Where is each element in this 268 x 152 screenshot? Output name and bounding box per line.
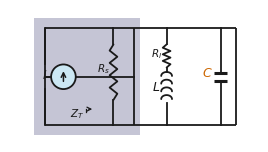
- Text: $I$: $I$: [42, 69, 47, 82]
- Circle shape: [51, 64, 76, 89]
- Text: $Z_T$: $Z_T$: [70, 107, 85, 121]
- Bar: [34, 18, 140, 135]
- Text: $L$: $L$: [152, 81, 161, 94]
- Text: $R_l$: $R_l$: [151, 48, 162, 61]
- Text: $R_s$: $R_s$: [97, 62, 110, 76]
- Text: $C$: $C$: [202, 67, 213, 80]
